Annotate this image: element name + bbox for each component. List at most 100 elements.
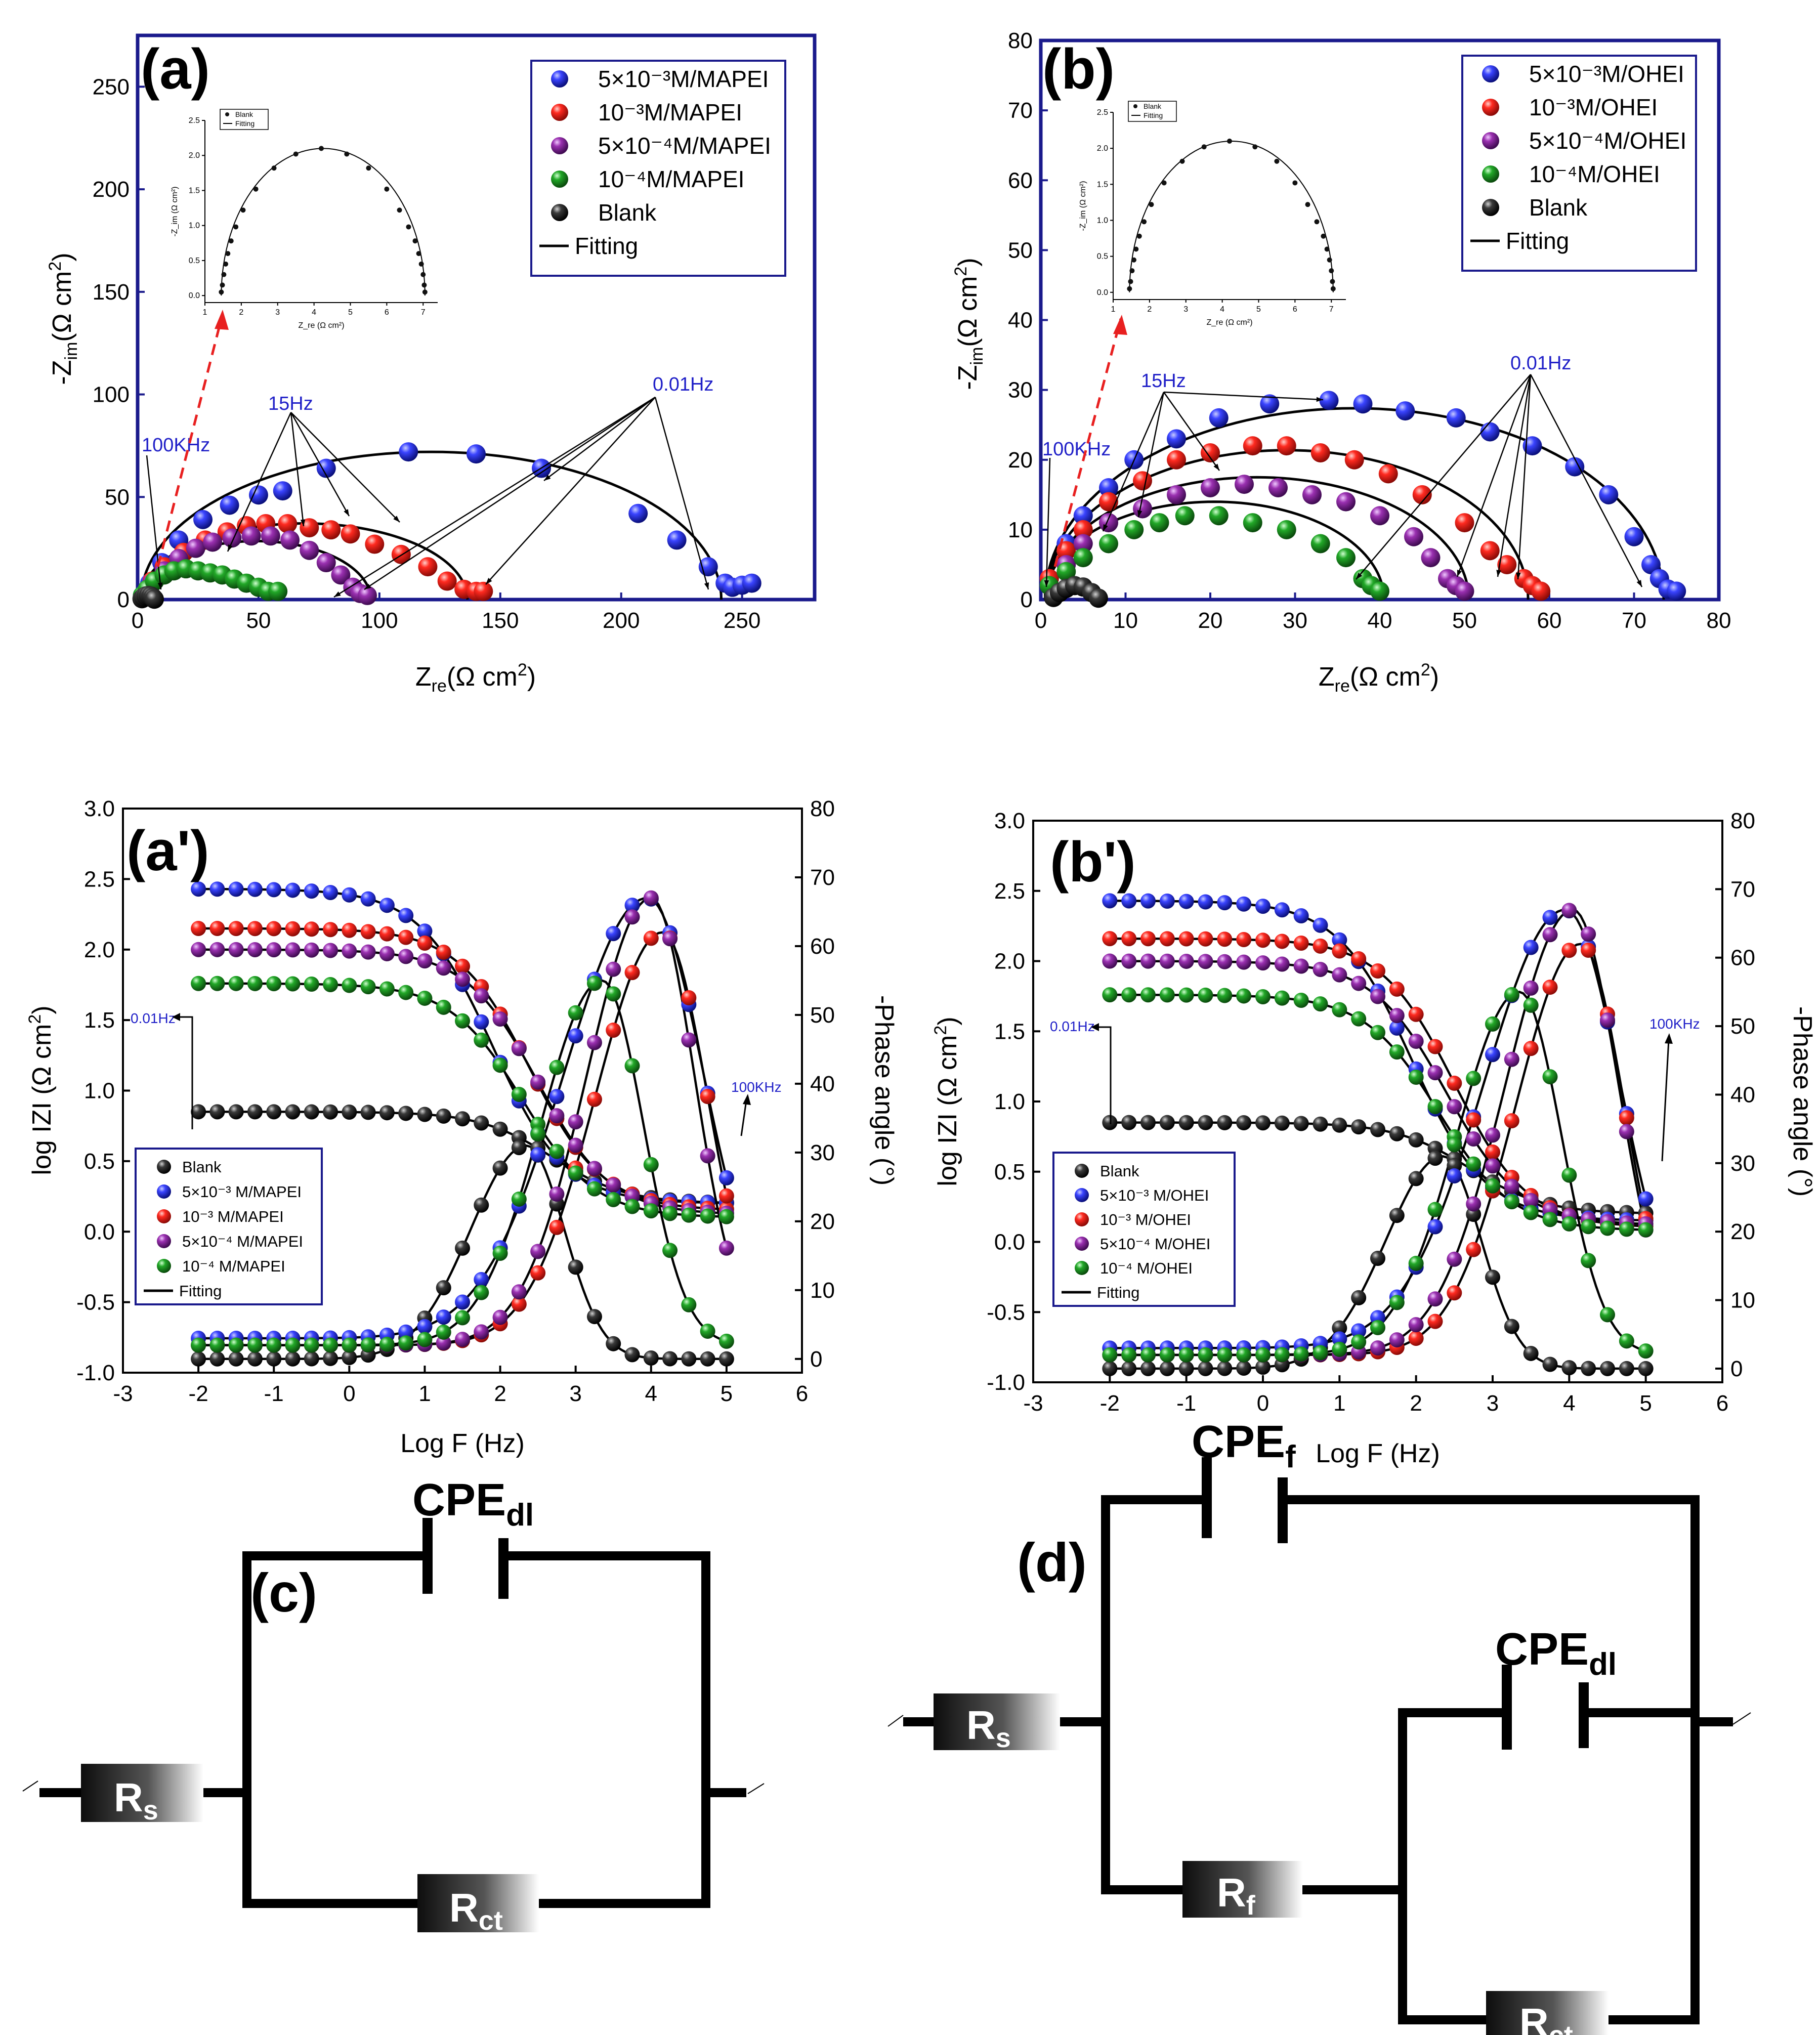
- phase-point: [1351, 1323, 1367, 1339]
- phase-point: [1581, 1253, 1596, 1268]
- x-tick-label: 3: [1487, 1391, 1499, 1416]
- annotation-arrow: [1456, 374, 1532, 577]
- annotation-arrow: [290, 412, 305, 527]
- y2-tick-label: 20: [810, 1209, 835, 1234]
- magnitude-point: [1236, 932, 1252, 948]
- inset-y-tick-label: 0.5: [189, 257, 200, 265]
- y-tick-label: 2.0: [84, 938, 115, 962]
- data-point: [1522, 436, 1542, 456]
- y2-tick-label: 70: [810, 865, 835, 890]
- phase-point: [1619, 1333, 1634, 1349]
- magnitude-point: [1293, 958, 1309, 974]
- phase-point: [586, 1091, 602, 1107]
- y2-ticks: 0 10 20 30 40 50 60 70 80: [795, 796, 835, 1372]
- magnitude-point: [247, 881, 263, 897]
- y2-tick-label: 40: [1730, 1082, 1755, 1107]
- data-point: [1310, 534, 1330, 554]
- phase-point: [1159, 1361, 1175, 1376]
- legend-marker: [157, 1160, 171, 1174]
- data-point: [1133, 499, 1152, 519]
- y-tick-label: 2.0: [994, 949, 1025, 974]
- data-point: [220, 495, 239, 515]
- magnitude-point: [191, 1104, 206, 1120]
- magnitude-point: [1217, 954, 1233, 969]
- y-tick-label: 2.5: [84, 867, 115, 892]
- legend-marker: [1075, 1164, 1089, 1178]
- annotation-arrowhead: [704, 582, 709, 589]
- magnitude-point: [228, 1104, 244, 1120]
- magnitude-point: [342, 978, 357, 993]
- phase-point: [1159, 1347, 1175, 1363]
- magnitude-point: [285, 921, 301, 937]
- magnitude-point: [1217, 931, 1233, 947]
- phase-point: [379, 1337, 395, 1352]
- magnitude-point: [266, 921, 282, 937]
- inset-data-point: [1179, 158, 1185, 164]
- legend-label: 5×10⁻³ M/MAPEI: [182, 1183, 302, 1201]
- inset-data-point: [412, 238, 418, 244]
- inset-data-point: [1330, 286, 1336, 291]
- legend-label: 10⁻⁴M/MAPEI: [598, 166, 744, 192]
- inset-data-point: [1324, 246, 1330, 252]
- data-point: [1395, 401, 1415, 421]
- annotation-arrowhead: [334, 591, 341, 597]
- legend: [135, 1148, 323, 1305]
- x-tick-label: 1: [418, 1381, 431, 1406]
- legend-marker: [1482, 132, 1499, 149]
- phase-point: [228, 1337, 244, 1353]
- annotation-arrow: [543, 397, 656, 481]
- legend-label: Fitting: [575, 233, 638, 259]
- magnitude-point: [285, 1104, 301, 1120]
- x-tick-label: 200: [603, 608, 640, 633]
- legend-marker: [551, 104, 568, 121]
- x-tick-label: 40: [1368, 608, 1392, 633]
- x-tick-label: -1: [264, 1381, 284, 1406]
- phase-point: [266, 1337, 282, 1353]
- phase-point: [1485, 1016, 1500, 1032]
- phase-point: [285, 1337, 301, 1353]
- wire-top: [1101, 1495, 1207, 1722]
- inset-y-tick-label: 2.5: [1097, 108, 1108, 117]
- magnitude-point: [1370, 963, 1385, 979]
- phase-point: [1121, 1361, 1137, 1376]
- magnitude-point: [1351, 976, 1367, 991]
- resistor-rct: [1486, 1991, 1609, 2035]
- annotation-arrow: [1356, 374, 1531, 580]
- phase-point: [191, 1351, 206, 1367]
- phase-point: [718, 1188, 734, 1204]
- legend-marker: [157, 1209, 171, 1223]
- phase-point: [1485, 1269, 1500, 1285]
- bode-chart-a-prime: -3 -2 -1 0 1 2 3 4 5 6 -1.0 -0.5 0.0 0.5 1.0 1.5 2.0 2.5…: [25, 796, 899, 1458]
- phase-point: [530, 1244, 546, 1259]
- inset-y-tick-label: 2.0: [189, 151, 200, 160]
- annotation-arrowhead: [393, 516, 400, 522]
- data-point: [1073, 520, 1093, 539]
- y2-tick-label: 0: [810, 1347, 822, 1372]
- data-point: [316, 458, 336, 478]
- panel-label-b: (b): [1042, 37, 1115, 101]
- phase-point: [1485, 1047, 1500, 1063]
- phase-point: [1447, 1285, 1462, 1301]
- resistor-rs: [934, 1693, 1060, 1750]
- inset-y-tick-label: 2.5: [189, 116, 200, 125]
- phase-point: [1102, 1347, 1118, 1363]
- x-tick-label: -1: [1176, 1391, 1196, 1416]
- y-tick-label: 70: [1008, 98, 1033, 123]
- data-point: [1310, 443, 1330, 462]
- panel-label-a: (a): [141, 37, 210, 101]
- inset-data-point: [1330, 279, 1335, 284]
- phase-point: [191, 1337, 206, 1353]
- inset-data-point: [1314, 219, 1320, 225]
- y-ticks: 0 50 100 150 200 250: [93, 74, 145, 612]
- magnitude-point: [417, 935, 433, 951]
- phase-point: [586, 1309, 602, 1325]
- magnitude-point: [1370, 1025, 1385, 1040]
- resistor-rct: [417, 1874, 539, 1932]
- inset-y-tick-label: 0.5: [1097, 252, 1108, 261]
- phase-point: [492, 1160, 508, 1176]
- y-tick-label: 0.0: [84, 1219, 115, 1244]
- data-point: [203, 532, 223, 552]
- y-tick-label: 1.5: [994, 1019, 1025, 1044]
